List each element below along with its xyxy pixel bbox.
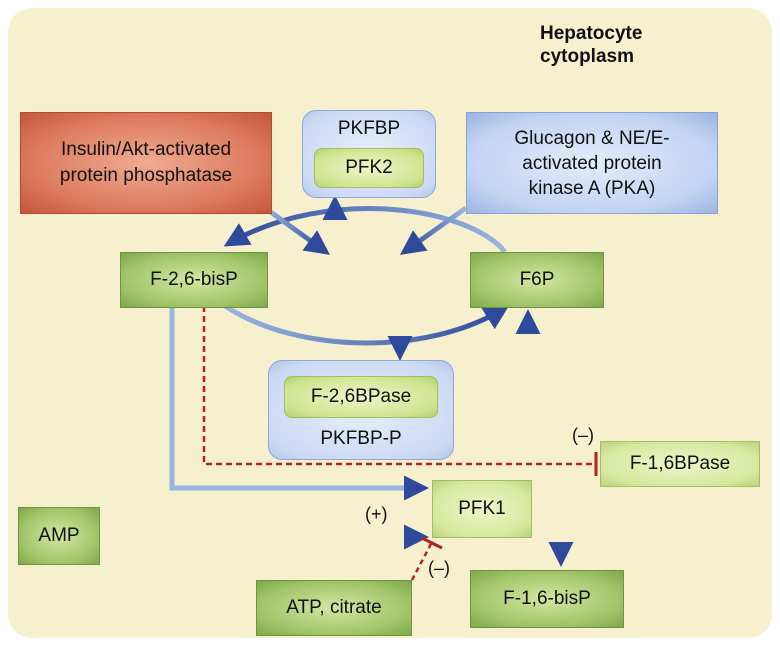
f26bpase-domain: F-2,6BPase	[284, 376, 438, 418]
pka-line-2: activated protein	[522, 152, 662, 174]
pka-line-3: kinase A (PKA)	[528, 177, 656, 199]
title-line-1: Hepatocyte	[540, 23, 643, 44]
insulin-phosphatase-box: Insulin/Akt-activated protein phosphatas…	[20, 112, 272, 214]
title-line-2: cytoplasm	[540, 46, 634, 67]
pfk1-node: PFK1	[432, 480, 532, 538]
arrow-pka-to-pkfbp	[399, 205, 468, 255]
pfk2-domain: PFK2	[314, 148, 424, 188]
inhibition-sign-pfk1: (–)	[428, 558, 450, 578]
insulin-line-2: protein phosphatase	[59, 165, 233, 186]
activation-sign: (+)	[365, 504, 388, 524]
f6p-node: F6P	[470, 252, 604, 308]
atp-citrate-node: ATP, citrate	[256, 580, 412, 636]
inhibition-sign-f16bpase: (–)	[572, 425, 594, 445]
f16bpase-node: F-1,6BPase	[600, 441, 760, 487]
arc-f26bisp-to-f6p	[223, 303, 510, 346]
amp-node: AMP	[18, 507, 100, 565]
compartment-title: Hepatocyte cytoplasm	[540, 22, 720, 68]
pkfbp-p-label: PKFBP-P	[320, 428, 402, 449]
f26bisp-node: F-2,6-bisP	[120, 252, 268, 308]
inhibition-atp-to-pfk1	[410, 541, 434, 581]
inhibition-bar-pfk1	[421, 536, 443, 550]
f16bisp-node: F-1,6-bisP	[470, 570, 624, 628]
pka-line-1: Glucagon & NE/E-	[514, 127, 670, 149]
pka-box: Glucagon & NE/E- activated protein kinas…	[466, 112, 718, 214]
insulin-line-1: Insulin/Akt-activated	[60, 139, 232, 160]
pkfbp-label: PKFBP	[337, 118, 401, 139]
inhibition-f26bisp-to-f16bpase	[202, 306, 594, 466]
arc-f6p-to-f26bisp	[223, 206, 507, 254]
arrow-insulin-to-pkfbp	[263, 205, 331, 255]
